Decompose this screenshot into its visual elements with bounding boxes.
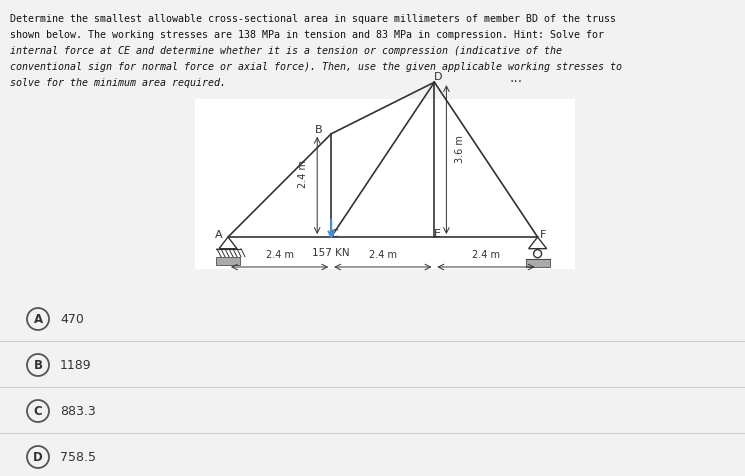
Text: solve for the minimum area required.: solve for the minimum area required. [10,78,226,88]
Text: 1189: 1189 [60,359,92,372]
Text: ...: ... [510,70,522,85]
FancyBboxPatch shape [216,257,240,265]
Text: A: A [34,313,42,326]
Text: 2.4 m: 2.4 m [298,160,308,188]
Text: A: A [215,229,222,239]
Text: 2.4 m: 2.4 m [266,249,294,259]
Text: 2.4 m: 2.4 m [472,249,500,259]
Text: C: C [34,405,42,417]
Text: 470: 470 [60,313,84,326]
Text: 883.3: 883.3 [60,405,96,417]
FancyBboxPatch shape [526,259,550,267]
Text: C: C [331,228,338,238]
FancyBboxPatch shape [195,100,575,269]
Text: shown below. The working stresses are 138 MPa in tension and 83 MPa in compressi: shown below. The working stresses are 13… [10,30,604,40]
Text: 758.5: 758.5 [60,451,96,464]
Text: D: D [434,72,442,82]
FancyBboxPatch shape [0,435,745,476]
Text: 3.6 m: 3.6 m [455,134,466,162]
Text: B: B [34,359,42,372]
Text: B: B [315,125,323,135]
FancyBboxPatch shape [0,298,745,341]
Text: conventional sign for normal force or axial force). Then, use the given applicab: conventional sign for normal force or ax… [10,62,622,72]
FancyBboxPatch shape [0,389,745,433]
Text: Determine the smallest allowable cross-sectional area in square millimeters of m: Determine the smallest allowable cross-s… [10,14,616,24]
Text: 157 KN: 157 KN [312,248,350,258]
Text: internal force at CE and determine whether it is a tension or compression (indic: internal force at CE and determine wheth… [10,46,562,56]
FancyBboxPatch shape [0,343,745,387]
Text: F: F [539,230,546,240]
Text: E: E [434,228,441,238]
Text: D: D [33,451,43,464]
Text: 2.4 m: 2.4 m [369,249,397,259]
